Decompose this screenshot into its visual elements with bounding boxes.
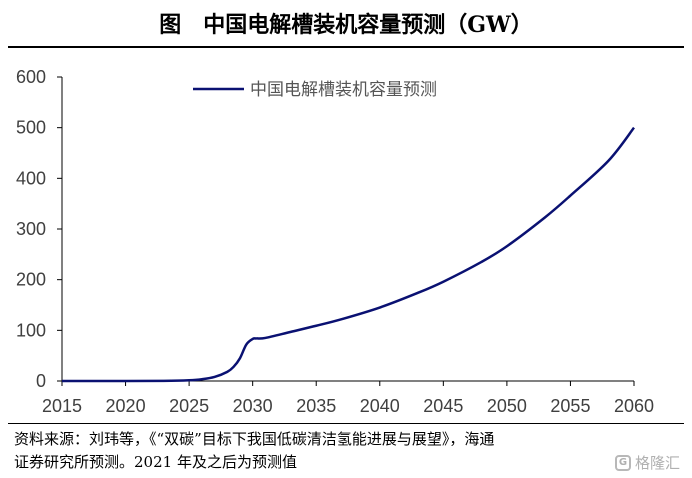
source-divider: [8, 423, 684, 424]
source-line-1: 资料来源：刘玮等，《“双碳”目标下我国低碳清洁氢能进展与展望》，海通: [14, 430, 495, 448]
y-tick-label: 400: [16, 168, 46, 188]
x-tick-label: 2030: [233, 396, 273, 416]
title-divider: [8, 46, 684, 48]
y-tick-label: 100: [16, 320, 46, 340]
x-tick-label: 2060: [614, 396, 654, 416]
watermark-logo-icon: G: [614, 454, 631, 471]
x-tick-label: 2035: [296, 396, 336, 416]
chart-title-text: 中国电解槽装机容量预测（GW）: [203, 12, 533, 38]
source-line-2: 证券研究所预测。2021 年及之后为预测值: [14, 453, 297, 471]
chart-title: 图中国电解槽装机容量预测（GW）: [0, 6, 692, 44]
y-tick-label: 200: [16, 270, 46, 290]
source-note: 资料来源：刘玮等，《“双碳”目标下我国低碳清洁氢能进展与展望》，海通 证券研究所…: [14, 428, 682, 474]
x-tick-label: 2040: [360, 396, 400, 416]
x-tick-label: 2015: [42, 396, 82, 416]
line-chart: 0 100 200 300 400 500 600 2015 2020 2025 2030 2035 2…: [16, 67, 654, 416]
y-tick-label: 0: [36, 371, 46, 391]
figure-label: 图: [159, 12, 182, 38]
y-tick-label: 600: [16, 67, 46, 87]
x-tick-label: 2050: [487, 396, 527, 416]
x-tick-label: 2020: [106, 396, 146, 416]
y-tick-label: 300: [16, 219, 46, 239]
watermark-text: 格隆汇: [634, 454, 680, 472]
legend-label: 中国电解槽装机容量预测: [250, 80, 437, 100]
series-line: [61, 126, 635, 383]
x-tick-label: 2045: [423, 396, 463, 416]
x-tick-label: 2025: [169, 396, 209, 416]
x-tick-label: 2055: [550, 396, 590, 416]
y-tick-label: 500: [16, 118, 46, 138]
watermark: G 格隆汇: [614, 452, 680, 473]
